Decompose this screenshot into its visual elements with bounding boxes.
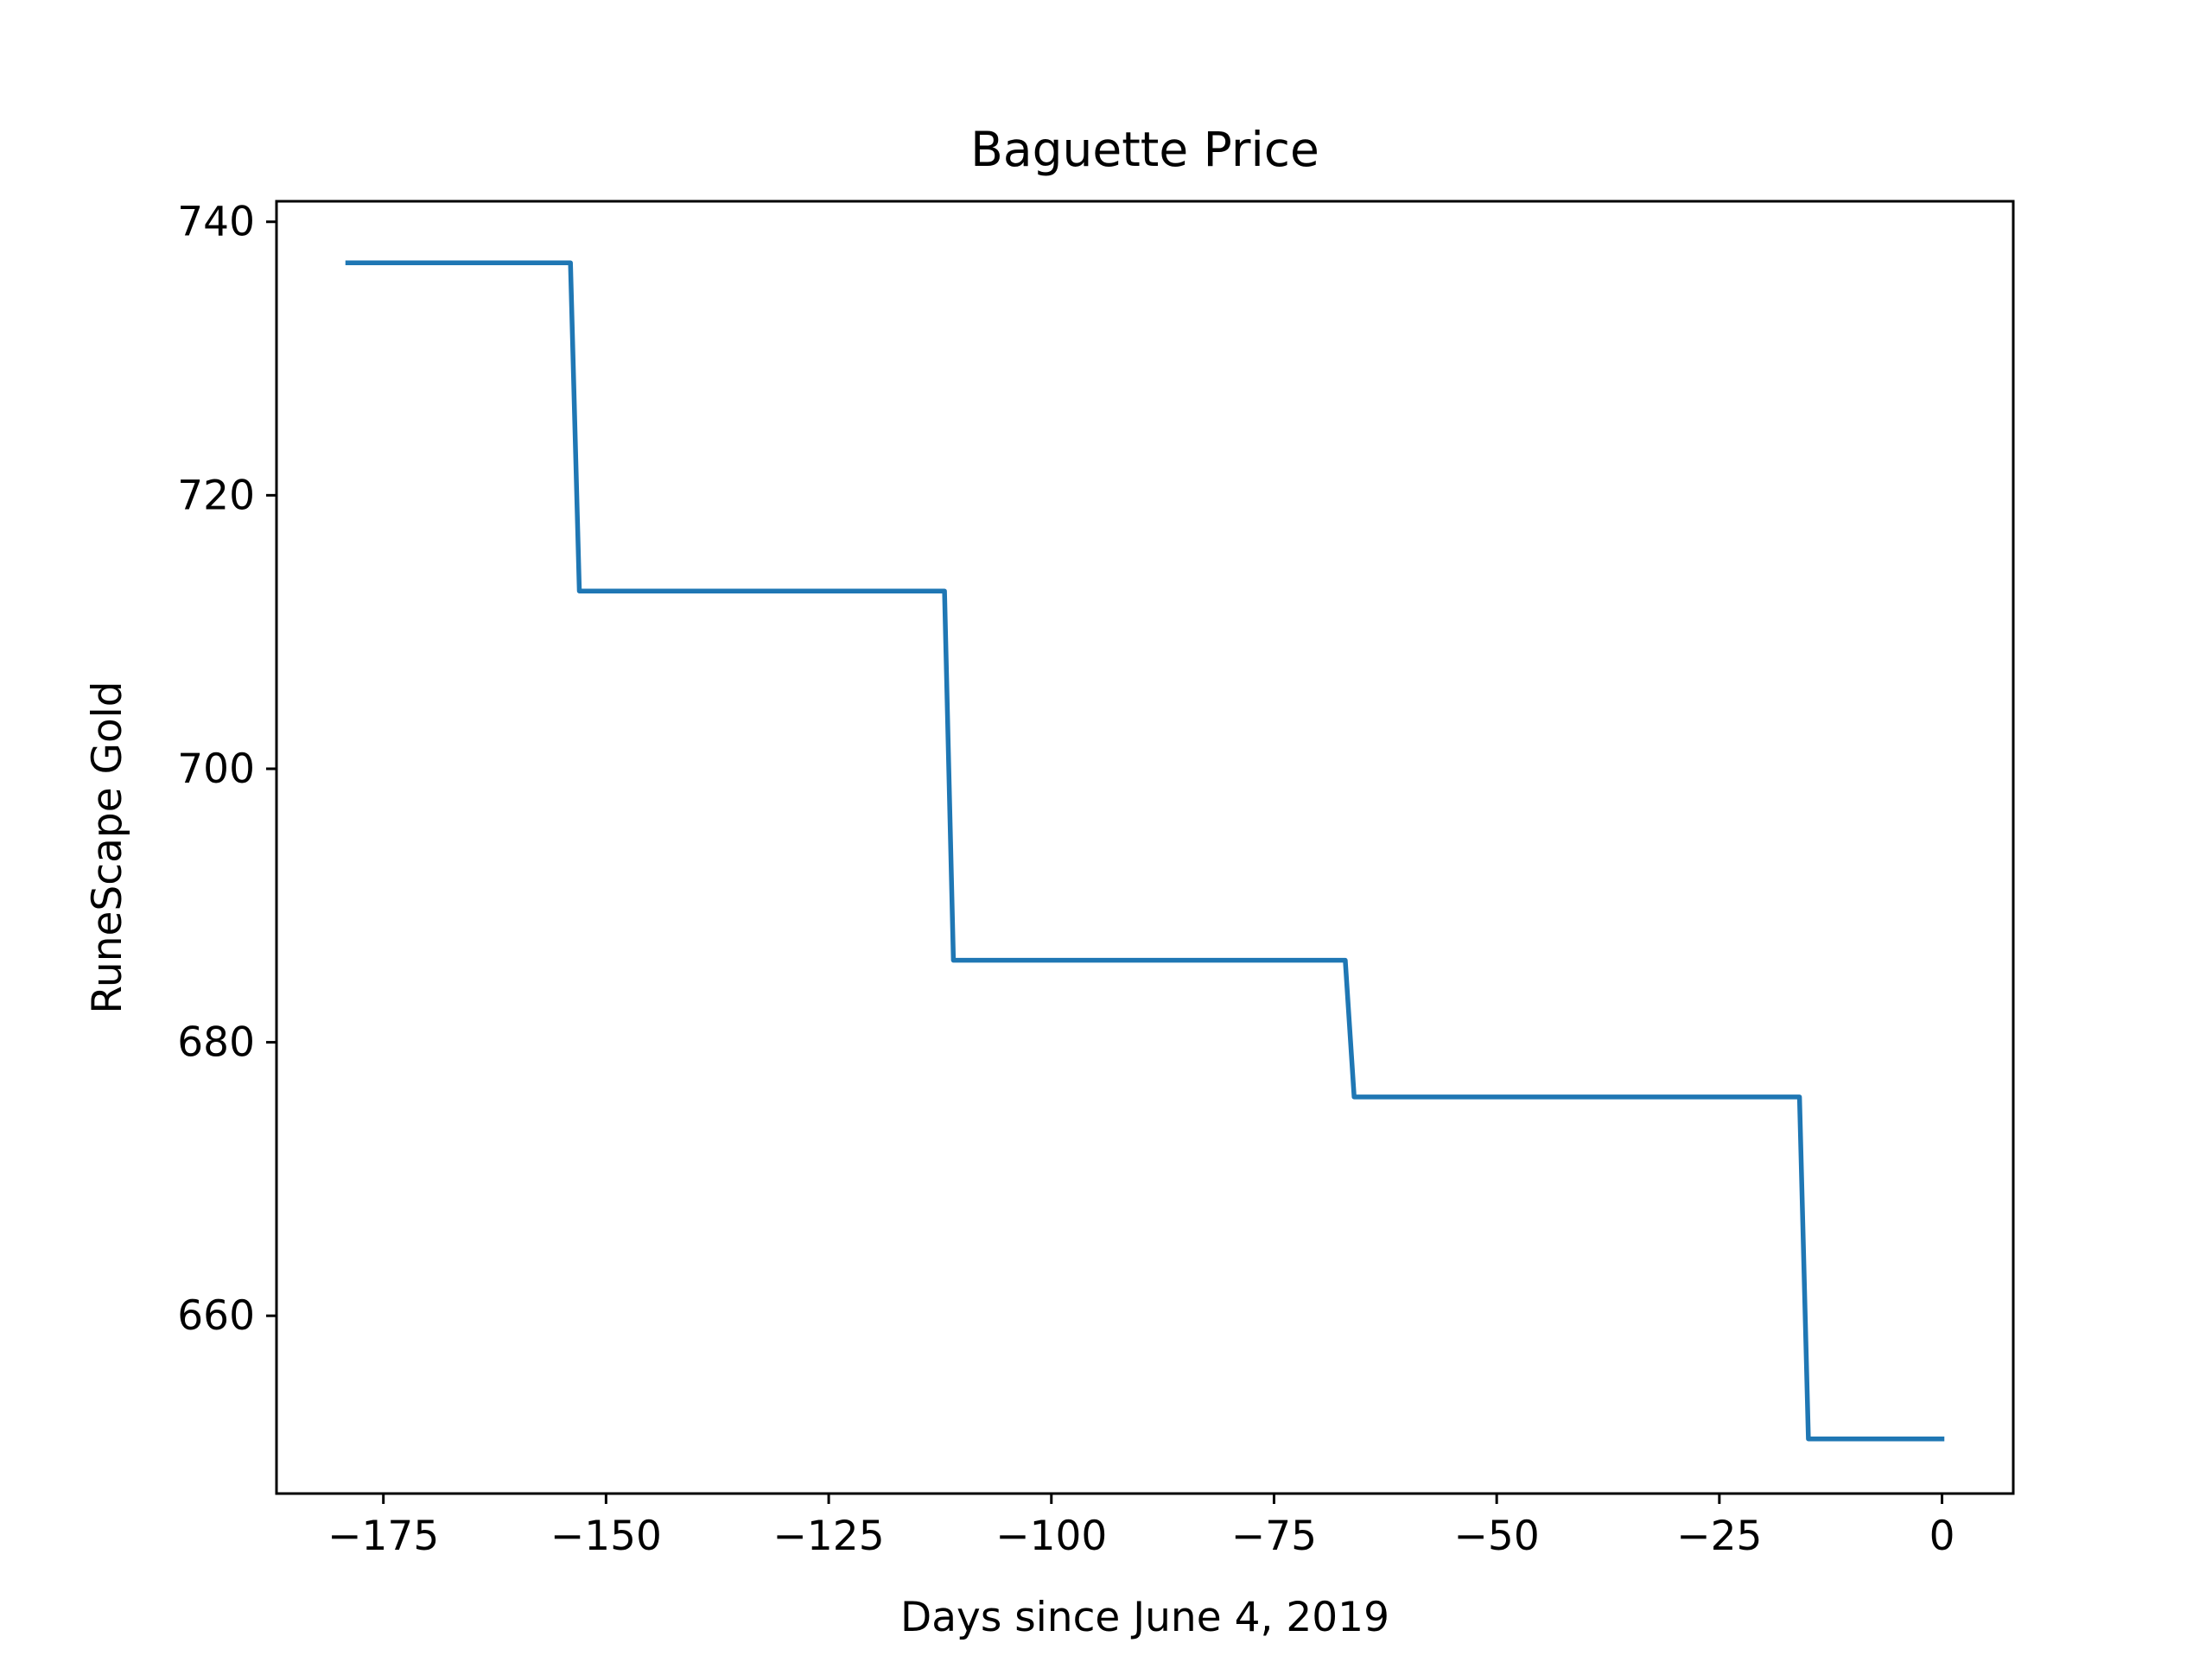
x-axis-ticks: −175 −150 −125 −100 −75 −50 −25 0: [327, 1494, 1955, 1560]
series-layer: [345, 260, 1945, 1442]
y-tick-label: 720: [177, 472, 255, 519]
y-tick-label: 740: [177, 199, 255, 246]
y-tick-label: 700: [177, 745, 255, 793]
y-tick-label: 680: [177, 1019, 255, 1067]
x-tick-label: −50: [1454, 1513, 1540, 1560]
chart-title: Baguette Price: [970, 122, 1319, 177]
plot-area-background: [276, 201, 2013, 1494]
x-tick-label: −125: [773, 1513, 885, 1560]
x-axis-label: Days since June 4, 2019: [900, 1594, 1389, 1641]
series-line: [345, 260, 1945, 1442]
x-tick-label: 0: [1929, 1513, 1955, 1560]
y-tick-label: 660: [177, 1292, 255, 1340]
plot-area-frame: [275, 200, 2015, 1495]
y-axis-ticks: 660 680 700 720 740: [177, 199, 276, 1340]
x-tick-label: −25: [1676, 1513, 1762, 1560]
x-tick-label: −75: [1231, 1513, 1317, 1560]
y-axis-label: RuneScape Gold: [84, 681, 131, 1013]
x-tick-label: −100: [995, 1513, 1107, 1560]
x-tick-label: −175: [327, 1513, 439, 1560]
x-tick-label: −150: [550, 1513, 662, 1560]
